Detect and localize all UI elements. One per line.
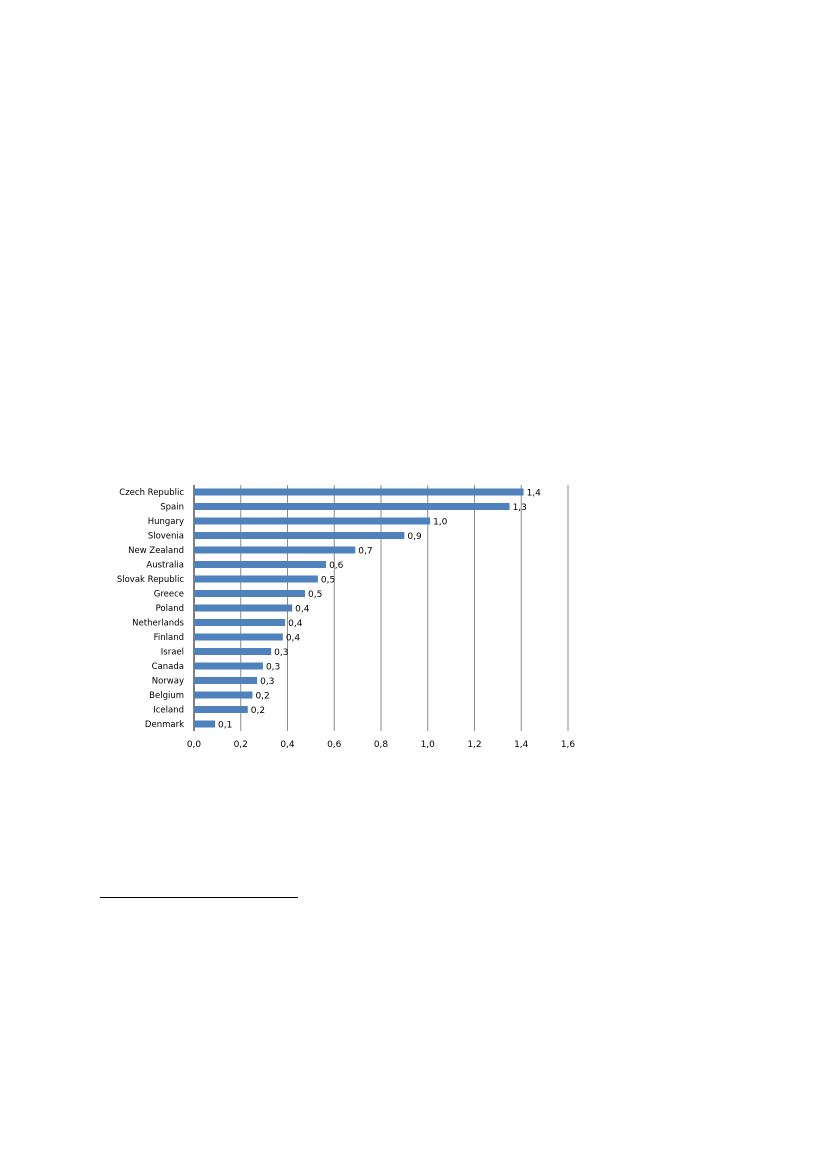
bar xyxy=(194,691,253,699)
data-label: 0,6 xyxy=(329,561,344,571)
bar xyxy=(194,532,405,539)
bar xyxy=(194,619,286,626)
x-tick-label: 1,0 xyxy=(421,740,436,750)
data-label: 1,0 xyxy=(433,518,448,528)
bar xyxy=(194,488,524,496)
data-label: 0,9 xyxy=(407,532,422,542)
bar xyxy=(194,546,356,554)
category-label: Israel xyxy=(161,648,184,658)
x-tick-label: 0,2 xyxy=(234,740,248,750)
data-label: 0,2 xyxy=(255,692,269,702)
bar xyxy=(194,561,327,568)
category-label: Czech Republic xyxy=(119,488,184,498)
bar xyxy=(194,720,216,728)
footnote-rule xyxy=(100,897,298,898)
data-label: 0,5 xyxy=(308,590,322,600)
data-label: 0,4 xyxy=(295,605,310,615)
x-tick-label: 0,6 xyxy=(327,740,342,750)
bar xyxy=(194,706,248,713)
category-label: Slovak Republic xyxy=(117,575,184,585)
x-tick-label: 1,2 xyxy=(467,740,481,750)
bar xyxy=(194,503,510,510)
data-label: 0,3 xyxy=(274,648,288,658)
x-tick-label: 1,6 xyxy=(561,740,576,750)
bar xyxy=(194,677,258,684)
x-tick-label: 0,0 xyxy=(187,740,202,750)
bar xyxy=(194,604,293,612)
data-label: 0,7 xyxy=(358,547,372,557)
x-tick-label: 1,4 xyxy=(514,740,529,750)
category-label: Slovenia xyxy=(148,532,184,542)
category-label: Canada xyxy=(152,662,184,672)
data-label: 0,2 xyxy=(251,706,265,716)
category-label: New Zealand xyxy=(128,546,184,556)
category-label: Denmark xyxy=(145,720,184,730)
x-tick-label: 0,4 xyxy=(280,740,295,750)
category-label: Poland xyxy=(156,604,184,614)
category-label: Australia xyxy=(146,561,184,571)
category-label: Norway xyxy=(152,677,184,687)
bar xyxy=(194,662,263,670)
data-label: 0,4 xyxy=(288,619,303,629)
category-label: Spain xyxy=(160,503,184,513)
data-label: 0,3 xyxy=(260,677,274,687)
bar xyxy=(194,590,306,597)
category-label: Belgium xyxy=(149,691,184,701)
data-label: 1,4 xyxy=(527,489,542,499)
data-label: 1,3 xyxy=(513,503,527,513)
data-label: 0,4 xyxy=(286,634,301,644)
category-label: Netherlands xyxy=(132,619,184,629)
data-label: 0,5 xyxy=(321,576,335,586)
category-label: Greece xyxy=(154,590,184,600)
category-label: Hungary xyxy=(148,517,184,527)
x-tick-label: 0,8 xyxy=(374,740,389,750)
bar xyxy=(194,575,318,583)
category-label: Finland xyxy=(154,633,184,643)
bar xyxy=(194,517,431,525)
category-label: Iceland xyxy=(153,706,184,716)
bar xyxy=(194,633,283,641)
data-label: 0,1 xyxy=(218,721,232,731)
bar xyxy=(194,648,272,655)
data-label: 0,3 xyxy=(266,663,280,673)
